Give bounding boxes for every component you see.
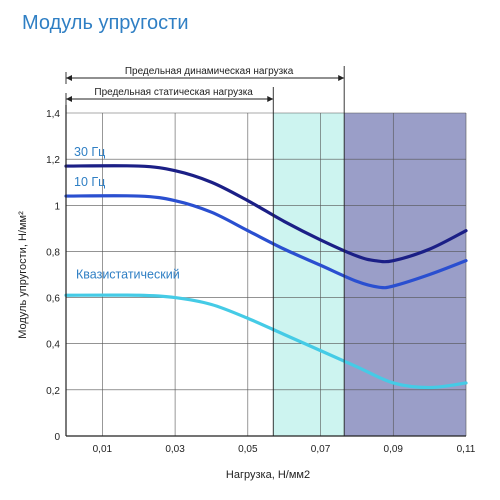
annotation-arrowhead-right-0 (338, 75, 345, 81)
shaded-region-1 (344, 113, 466, 436)
x-tick-label-2: 0,05 (238, 444, 258, 455)
annotation-label-0: Предельная динамическая нагрузка (125, 66, 294, 77)
y-axis-label: Модуль упругости, Н/мм² (17, 211, 29, 339)
axes-layer: 0,01 0,03 0,05 0,07 0,09 0,11 0 0,2 0,4 0,6 0,8 1 1,… (46, 105, 476, 455)
chart-title: Модуль упругости (22, 12, 189, 34)
series-line-0 (64, 164, 468, 264)
y-tick-label-0: 0 (54, 432, 60, 443)
y-tick-label-1: 0,2 (46, 386, 60, 397)
regions-layer (273, 113, 466, 436)
annotation-label-1: Предельная статическая нагрузка (94, 87, 253, 98)
series-labels-layer: 30 Гц 10 Гц Квазистатический (74, 145, 180, 281)
x-tick-label-5: 0,11 (457, 444, 476, 455)
y-tick-label-7: 1,4 (46, 109, 60, 120)
series-line-1 (64, 194, 468, 290)
annotation-arrowhead-left-1 (66, 96, 72, 102)
x-tick-label-0: 0,01 (93, 444, 113, 455)
y-tick-label-4: 0,8 (46, 247, 60, 258)
x-axis-label: Нагрузка, Н/мм2 (226, 469, 310, 481)
series-label-0: 30 Гц (74, 145, 105, 159)
y-tick-label-3: 0,6 (46, 294, 60, 305)
x-tick-label-4: 0,09 (384, 444, 404, 455)
annotation-arrowhead-right-1 (267, 96, 274, 102)
annotation-arrowhead-left-0 (66, 75, 72, 81)
series-label-2: Квазистатический (76, 267, 180, 281)
series-layer (64, 164, 468, 390)
y-tick-label-2: 0,4 (46, 340, 60, 351)
x-tick-label-1: 0,03 (165, 444, 185, 455)
series-label-1: 10 Гц (74, 175, 105, 189)
x-tick-label-3: 0,07 (311, 444, 331, 455)
y-tick-label-6: 1,2 (46, 155, 60, 166)
shaded-region-0 (273, 113, 345, 436)
series-line-2 (64, 293, 468, 390)
annotations-layer: Предельная динамическая нагрузка Предельн… (65, 66, 345, 436)
y-tick-label-5: 1 (54, 201, 60, 212)
